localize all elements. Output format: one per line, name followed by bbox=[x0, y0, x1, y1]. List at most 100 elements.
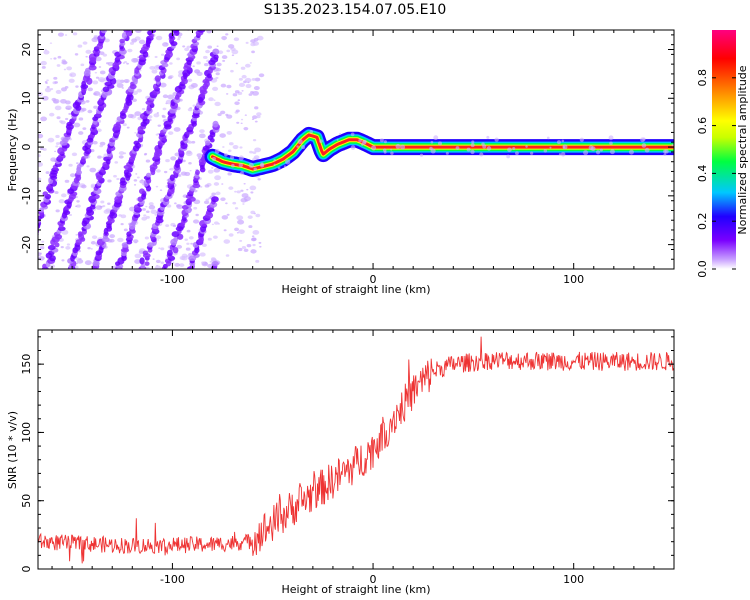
spectrogram-ridge-halo bbox=[371, 145, 377, 151]
spectrogram-noise-blob bbox=[223, 38, 226, 41]
spectrogram-noise-blob bbox=[176, 57, 181, 61]
spectrogram-noise-blob bbox=[56, 116, 61, 120]
spectrogram-noise-blob bbox=[250, 39, 256, 43]
spectrogram-noise-blob bbox=[89, 167, 97, 173]
spectrogram-stripe-blob bbox=[205, 140, 211, 146]
spectrogram-noise-blob bbox=[109, 238, 115, 243]
spectrogram-ridge-halo bbox=[482, 144, 487, 149]
spectrogram-ridge-halo bbox=[525, 145, 528, 148]
spectrogram-noise-blob bbox=[202, 55, 208, 60]
spectrogram-noise-blob bbox=[176, 204, 184, 210]
spectrogram-noise-blob bbox=[114, 161, 119, 164]
spectrogram-noise-blob bbox=[76, 204, 81, 208]
spectrogram-noise-blob bbox=[235, 62, 238, 65]
spectrogram-noise-blob bbox=[184, 171, 191, 177]
spectrogram-noise-blob bbox=[150, 209, 158, 214]
spectrogram-noise-blob bbox=[240, 189, 244, 192]
spectrogram-ridge-halo bbox=[350, 132, 355, 137]
spectrogram-noise-blob bbox=[124, 61, 128, 64]
spectrogram-ridge-halo bbox=[560, 152, 566, 157]
spectrogram-noise-blob bbox=[134, 253, 142, 259]
spectrogram-noise-blob bbox=[238, 229, 245, 234]
spectrogram-noise-blob bbox=[61, 229, 69, 235]
spectrogram-noise-blob bbox=[250, 249, 257, 254]
spectrogram-stripe-blob bbox=[171, 30, 180, 34]
spectrogram-ridge bbox=[204, 126, 674, 177]
spectrogram-noise-blob bbox=[78, 117, 84, 121]
spectrogram-ridge-halo bbox=[663, 149, 667, 154]
spectrogram-noise-blob bbox=[127, 48, 133, 53]
spectrogram-noise-blob bbox=[227, 149, 232, 153]
spectrogram-noise-blob bbox=[236, 190, 241, 194]
snr-xtick-label: 0 bbox=[370, 573, 377, 586]
spectrogram-noise-blob bbox=[107, 179, 112, 183]
spectrogram-noise-blob bbox=[190, 83, 198, 88]
colorbar-tick-label: 0.6 bbox=[696, 117, 709, 135]
spectrogram-noise-blob bbox=[133, 179, 138, 182]
spectrogram-noise-blob bbox=[213, 168, 221, 173]
spectrogram-ridge-halo bbox=[390, 148, 393, 151]
spectrogram-noise-blob bbox=[121, 87, 124, 89]
spectrogram-noise-blob bbox=[198, 133, 206, 139]
spectrogram-noise-blob bbox=[221, 35, 227, 40]
spectrogram-stripe-blob bbox=[47, 245, 56, 251]
spectrogram-noise-blob bbox=[68, 112, 72, 116]
spectrogram-noise-blob bbox=[60, 98, 67, 104]
spectrogram-stripe-blob bbox=[115, 121, 121, 127]
spectrogram-stripe-blob bbox=[168, 32, 175, 39]
spectrogram-noise-blob bbox=[93, 91, 101, 96]
spectrogram-noise-blob bbox=[223, 229, 227, 232]
spectrogram-noise-blob bbox=[167, 76, 173, 80]
spectrogram-noise-blob bbox=[238, 82, 246, 88]
spectrogram-xtick-label: 0 bbox=[370, 273, 377, 286]
spectrogram-ridge-halo bbox=[273, 158, 276, 162]
spectrogram-noise-blob bbox=[251, 78, 256, 81]
spectrogram-stripe-blob bbox=[123, 30, 131, 33]
spectrogram-noise-blob bbox=[144, 152, 148, 155]
spectrogram-noise-blob bbox=[250, 210, 256, 215]
spectrogram-noise-blob bbox=[75, 233, 79, 236]
spectrogram-ridge-halo bbox=[506, 154, 511, 159]
spectrogram-ridge-halo bbox=[319, 139, 323, 144]
spectrogram-noise-blob bbox=[225, 33, 229, 36]
spectrogram-noise-blob bbox=[215, 76, 219, 80]
spectrogram-ridge-halo bbox=[419, 153, 424, 157]
spectrogram-noise-blob bbox=[159, 189, 163, 192]
spectrogram-noise-blob bbox=[225, 202, 228, 205]
spectrogram-noise-blob bbox=[242, 203, 245, 205]
spectrogram-noise-blob bbox=[64, 34, 68, 36]
spectrogram-stripe bbox=[210, 261, 219, 269]
spectrogram-ridge-halo bbox=[400, 144, 406, 150]
spectrogram-noise-blob bbox=[64, 86, 69, 89]
spectrogram-noise-blob bbox=[240, 122, 243, 125]
spectrogram-noise-blob bbox=[162, 107, 167, 111]
snr-ytick-label: 50 bbox=[20, 494, 33, 508]
spectrogram-noise-blob bbox=[145, 205, 148, 208]
spectrogram-noise-blob bbox=[53, 76, 58, 80]
spectrogram-noise-blob bbox=[250, 237, 257, 242]
spectrogram-noise-blob bbox=[205, 49, 210, 54]
spectrogram-noise-blob bbox=[235, 109, 240, 113]
spectrogram-stripe-blob bbox=[181, 205, 189, 210]
spectrogram-noise-blob bbox=[226, 130, 233, 135]
spectrogram-noise-blob bbox=[253, 86, 260, 91]
spectrogram-noise-blob bbox=[149, 65, 155, 70]
spectrogram-noise-blob bbox=[71, 152, 78, 157]
spectrogram-noise-blob bbox=[204, 62, 209, 67]
spectrogram-noise-blob bbox=[96, 128, 102, 133]
spectrogram-noise-blob bbox=[160, 261, 165, 265]
figure-title: S135.2023.154.07.05.E10 bbox=[264, 2, 447, 18]
spectrogram-noise-blob bbox=[238, 77, 243, 81]
spectrogram-ridge-halo bbox=[599, 148, 603, 152]
spectrogram-noise-blob bbox=[187, 78, 193, 83]
spectrogram-stripe-blob bbox=[154, 75, 161, 82]
spectrogram-noise-blob bbox=[147, 115, 153, 119]
spectrogram-noise-blob bbox=[196, 61, 201, 65]
spectrogram-noise-blob bbox=[49, 42, 53, 44]
spectrogram-noise-blob bbox=[154, 55, 158, 59]
spectrogram-noise-blob bbox=[169, 167, 175, 171]
spectrogram-noise-blob bbox=[225, 254, 230, 257]
spectrogram-ridge-layer bbox=[211, 133, 674, 171]
spectrogram-noise-blob bbox=[99, 141, 106, 146]
snr-ytick-label: 150 bbox=[20, 354, 33, 375]
